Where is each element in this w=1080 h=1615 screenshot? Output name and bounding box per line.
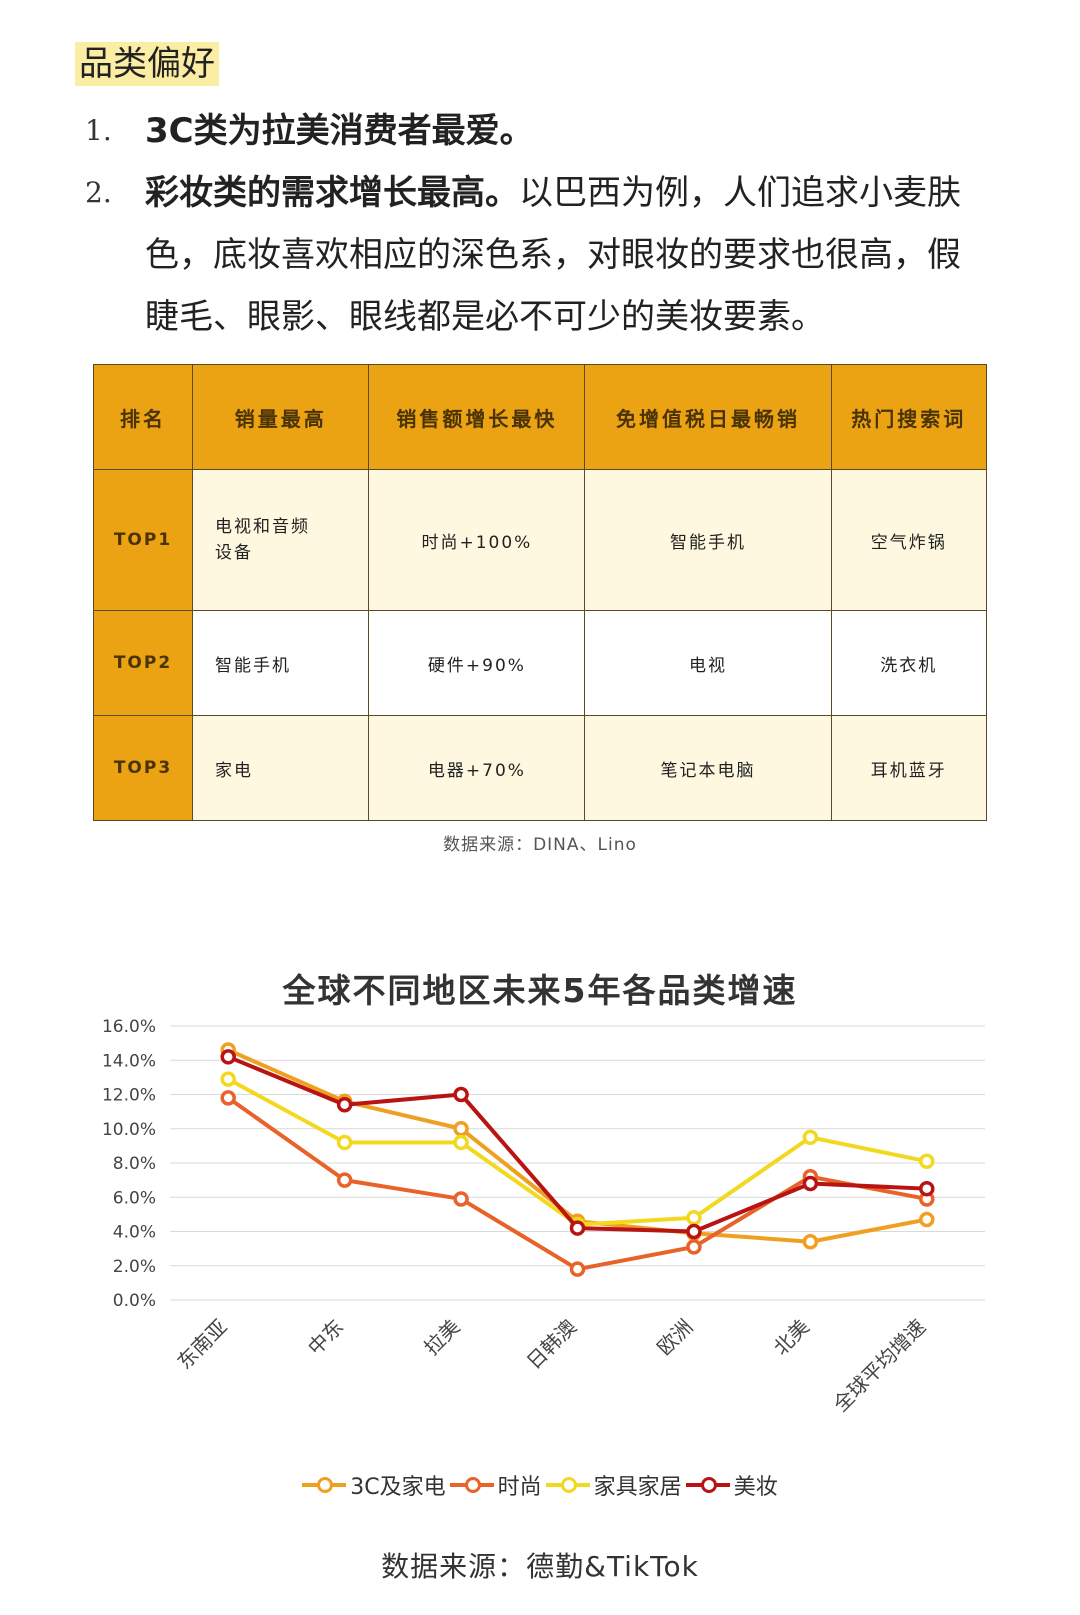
legend-label: 3C及家电 [350,1475,446,1500]
data-point [919,1153,935,1170]
vat-free-best-cell: 笔记本电脑 [584,715,832,821]
table-header-row: 排名 销量最高 销售额增长最快 免增值税日最畅销 热门搜索词 [93,364,988,470]
rank-cell: TOP3 [93,715,193,821]
data-point [453,1121,469,1137]
data-point [336,1097,353,1113]
rank-cell: TOP2 [93,610,193,716]
x-tick-label: 东南亚 [172,1315,231,1374]
list-item: 2. 彩妆类的需求增长最高。以巴西为例，人们追求小麦肤色，底妆喜欢相应的深色系，… [85,162,985,348]
chart-title: 全球不同地区未来5年各品类增速 [282,971,798,1010]
data-point [453,1086,469,1103]
top-sales-cell: 智能手机 [191,610,370,716]
fastest-growth-cell: 硬件+90% [368,610,586,716]
legend-marker [317,1477,334,1493]
rank-cell: TOP1 [93,469,193,611]
data-point [220,1049,236,1065]
section-heading: 品类偏好 [75,42,219,86]
list-item-bold-text: 3C类为拉美消费者最爱。 [145,111,534,151]
data-point [802,1234,819,1250]
chart-legend: 3C及家电 时尚 家具家居 美妆 [0,1468,1080,1501]
x-tick-label: 北美 [769,1315,814,1360]
fastest-growth-cell: 电器+70% [368,715,586,821]
list-number: 1. [85,114,112,147]
hot-search-cell: 空气炸锅 [830,469,988,611]
legend-marker [700,1477,717,1493]
series-line [227,1048,928,1244]
findings-list: 1. 3C类为拉美消费者最爱。 2. 彩妆类的需求增长最高。以巴西为例，人们追求… [85,100,985,348]
legend-marker [464,1477,481,1493]
data-point [686,1223,702,1240]
column-header-top-sales: 销量最高 [191,364,370,470]
top-sales-cell: 家电 [191,715,370,821]
x-tick-label: 欧洲 [652,1315,697,1360]
data-point [336,1172,353,1188]
data-point [802,1175,819,1192]
data-point [220,1090,236,1106]
column-header-rank: 排名 [93,364,193,470]
legend-label: 家具家居 [593,1475,682,1500]
list-item-bold-text: 彩妆类的需求增长最高。 [145,173,519,213]
legend-item: 美妆 [685,1469,778,1501]
legend-swatch [545,1477,590,1493]
legend-swatch [449,1477,494,1493]
vat-free-best-cell: 电视 [584,610,832,716]
data-point [802,1129,819,1146]
data-point [686,1239,702,1255]
x-tick-label: 拉美 [419,1315,464,1360]
legend-label: 时尚 [497,1475,542,1500]
column-header-vat-free-best: 免增值税日最畅销 [584,364,832,470]
table-row: TOP2 智能手机 硬件+90% 电视 洗衣机 [93,610,988,716]
y-tick-label: 8.0% [113,1154,156,1174]
data-point [569,1220,586,1236]
x-tick-label: 全球平均增速 [828,1315,930,1417]
data-point [569,1261,586,1277]
y-tick-label: 10.0% [102,1120,156,1140]
legend-label: 美妆 [733,1475,778,1500]
legend-item: 时尚 [449,1469,542,1501]
ranking-table: 排名 销量最高 销售额增长最快 免增值税日最畅销 热门搜索词 TOP1 电视和音… [93,364,988,821]
legend-swatch [685,1477,730,1493]
x-tick-label: 日韩澳 [522,1315,581,1374]
legend-marker [560,1477,577,1493]
vat-free-best-cell: 智能手机 [584,469,832,611]
table-source-note: 数据来源：DINA、Lino [443,835,637,855]
list-item: 1. 3C类为拉美消费者最爱。 [85,100,985,162]
y-tick-label: 4.0% [113,1223,156,1243]
y-tick-label: 6.0% [113,1188,156,1208]
data-point [336,1134,353,1151]
x-tick-label: 中东 [303,1315,348,1360]
legend-item: 家具家居 [545,1469,682,1501]
y-tick-label: 16.0% [102,1017,156,1037]
data-point [220,1071,236,1087]
table-row: TOP1 电视和音频设备 时尚+100% 智能手机 空气炸锅 [93,469,988,611]
fastest-growth-cell: 时尚+100% [368,469,586,611]
line-chart: 0.0% 2.0% 4.0% 6.0% 8.0% 10.0% 12.0% 14.0% 16.0%… [102,1017,985,1417]
y-tick-label: 12.0% [102,1086,156,1106]
y-tick-label: 2.0% [113,1257,156,1277]
data-point [919,1180,935,1197]
list-number: 2. [85,176,112,209]
data-point [453,1191,469,1207]
hot-search-cell: 耳机蓝牙 [830,715,988,821]
column-header-fastest-growth: 销售额增长最快 [368,364,586,470]
data-point [919,1211,935,1228]
chart-source-note: 数据来源：德勤&TikTok [381,1550,699,1583]
legend-item: 3C及家电 [302,1469,446,1501]
top-sales-cell: 电视和音频设备 [191,469,370,611]
y-tick-label: 14.0% [102,1051,156,1071]
series-line [227,1054,927,1234]
list-item-text: 以巴西为例，人们追求小麦肤色，底妆喜欢相应的深色系，对眼妆的要求也很高，假睫毛、… [145,173,961,337]
data-point [453,1134,469,1151]
legend-swatch [302,1477,347,1493]
table-row: TOP3 家电 电器+70% 笔记本电脑 耳机蓝牙 [93,715,988,821]
data-point [686,1210,702,1226]
column-header-hot-search: 热门搜索词 [830,364,988,470]
top-sales-text: 电视和音频设备 [215,517,310,563]
y-tick-label: 0.0% [113,1291,156,1311]
hot-search-cell: 洗衣机 [830,610,988,716]
